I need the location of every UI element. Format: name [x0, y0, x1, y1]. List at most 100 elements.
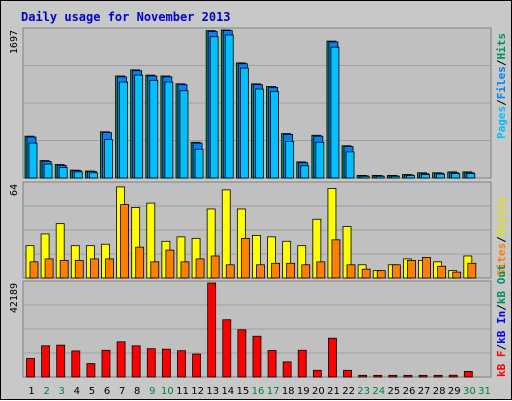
- top-legend-item: Pages: [495, 106, 508, 139]
- bottom-legend-item: kB In: [495, 311, 508, 344]
- pages-bar: [360, 175, 370, 179]
- kb-bar: [403, 374, 413, 378]
- x-tick-label: 6: [104, 386, 110, 397]
- sites-bar: [150, 261, 160, 279]
- sites-bar: [165, 249, 175, 279]
- sites-bar: [301, 264, 311, 279]
- kb-bar: [433, 374, 443, 378]
- sites-bar: [44, 258, 54, 279]
- top-legend-item: Hits: [495, 33, 508, 60]
- middle-legend-item: /: [495, 236, 508, 243]
- kb-bar: [328, 337, 337, 378]
- sites-bar: [331, 239, 341, 279]
- x-tick-label: 3: [59, 386, 65, 397]
- kb-bar: [207, 282, 217, 378]
- sites-bar: [271, 262, 280, 279]
- x-tick-label: 13: [206, 386, 219, 397]
- sites-bar: [180, 261, 190, 279]
- pages-bar: [406, 174, 415, 179]
- pages-bar: [436, 173, 446, 179]
- kb-bar: [252, 335, 262, 378]
- sites-bar: [89, 258, 99, 279]
- kb-bar: [222, 319, 232, 378]
- top-legend-item: /: [495, 99, 508, 106]
- pages-bar: [239, 67, 249, 179]
- bottom-legend-item: kB Out: [495, 264, 508, 304]
- sites-bar: [210, 255, 220, 279]
- bottom-legend-item: /: [495, 344, 508, 351]
- pages-bar: [270, 91, 279, 179]
- kb-bar: [177, 350, 186, 378]
- sites-bar: [316, 261, 326, 279]
- pages-bar: [285, 140, 295, 179]
- x-tick-label: 31: [478, 386, 491, 397]
- sites-bar: [407, 259, 416, 279]
- sites-bar: [120, 204, 129, 279]
- kb-bar: [131, 345, 141, 378]
- pages-bar: [43, 163, 53, 179]
- x-tick-label: 16: [252, 386, 265, 397]
- bottom-legend: kB F/kB In/kB Out: [495, 264, 508, 377]
- kb-bar: [26, 358, 35, 378]
- pages-bar: [164, 81, 174, 179]
- kb-bar: [418, 374, 428, 378]
- pages-bar: [315, 141, 325, 179]
- x-tick-label: 24: [372, 386, 385, 397]
- sites-bar: [452, 271, 462, 279]
- sites-bar: [105, 258, 114, 279]
- sites-bar: [467, 262, 477, 279]
- x-tick-label: 29: [448, 386, 461, 397]
- pages-bar: [345, 151, 355, 179]
- kb-bar: [192, 353, 201, 378]
- x-tick-label: 12: [191, 386, 204, 397]
- sites-bar: [391, 264, 401, 279]
- bottom-legend-item: /: [495, 304, 508, 311]
- panel-3-ymax-label: 42189: [9, 283, 20, 313]
- top-legend-item: /: [495, 59, 508, 66]
- pages-bar: [330, 46, 340, 179]
- kb-bar: [282, 361, 292, 378]
- sites-bar: [135, 246, 145, 279]
- sites-bar: [225, 264, 235, 279]
- kb-bar: [71, 350, 81, 378]
- kb-bar: [56, 344, 66, 378]
- pages-bar: [179, 90, 189, 179]
- sites-bar: [286, 262, 296, 279]
- kb-bar: [373, 374, 383, 378]
- x-tick-label: 15: [237, 386, 250, 397]
- pages-bar: [224, 34, 234, 179]
- sites-bar: [29, 261, 39, 279]
- kb-bar: [86, 363, 96, 378]
- x-tick-label: 8: [134, 386, 140, 397]
- sites-bar: [422, 257, 431, 279]
- pages-bar: [28, 142, 38, 179]
- sites-bar: [195, 258, 205, 279]
- sites-bar: [256, 264, 265, 279]
- kb-bar: [161, 348, 171, 378]
- sites-bar: [361, 268, 371, 279]
- pages-bar: [119, 81, 128, 179]
- kb-bar: [297, 349, 307, 378]
- top-legend: Pages/Files/Hits: [495, 33, 508, 139]
- x-tick-label: 20: [312, 386, 325, 397]
- sites-bar: [346, 264, 356, 279]
- pages-bar: [194, 148, 204, 179]
- sites-bar: [74, 259, 84, 279]
- kb-bar: [358, 374, 368, 378]
- pages-bar: [466, 173, 476, 179]
- x-tick-label: 1: [28, 386, 34, 397]
- pages-bar: [134, 74, 144, 179]
- kb-bar: [101, 349, 111, 378]
- pages-bar: [421, 174, 430, 179]
- bottom-legend-item: kB F: [495, 351, 508, 378]
- kb-bar: [146, 348, 156, 378]
- x-tick-label: 11: [176, 386, 189, 397]
- middle-legend: Sites/Visits: [495, 197, 508, 277]
- kb-bar: [463, 371, 473, 378]
- kb-bar: [237, 329, 247, 378]
- middle-legend-item: Sites: [495, 243, 508, 276]
- x-tick-label: 23: [357, 386, 370, 397]
- x-tick-label: 14: [221, 386, 234, 397]
